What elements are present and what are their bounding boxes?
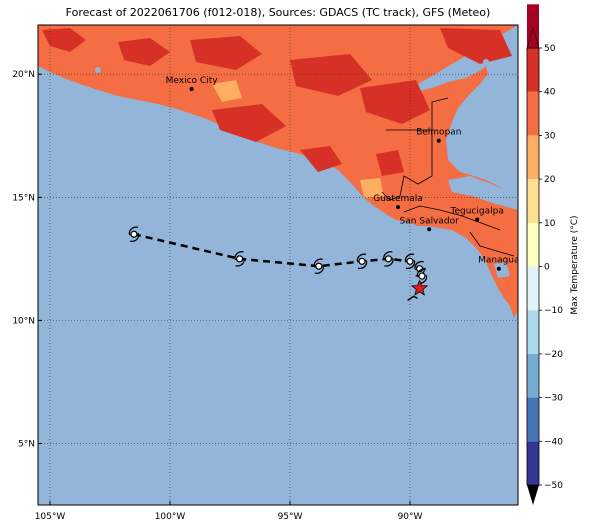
colorbar-tick-label: 40 <box>544 88 556 98</box>
heat-patch <box>290 54 372 96</box>
lake <box>95 67 101 73</box>
city-dot <box>396 205 400 210</box>
colorbar-tick-label: 20 <box>544 175 556 185</box>
colorbar: 50 40 30 20 10 0 −10 −20 −30 −40 −50 <box>526 4 563 505</box>
city-label: San Salvador <box>400 216 460 226</box>
lake <box>483 59 489 65</box>
heat-patch <box>42 28 86 52</box>
axis-ticks: 105°W 100°W 95°W 90°W 20°N 15°N 10°N 5°N <box>12 70 422 522</box>
heat-patch <box>300 146 342 172</box>
city-dot <box>427 227 432 232</box>
city-label: Guatemala <box>373 194 423 204</box>
colorbar-segment <box>527 441 539 486</box>
city-label: Belmopan <box>416 128 461 138</box>
cyclone-symbol-icon <box>234 251 245 267</box>
current-position-star-icon <box>410 279 429 296</box>
lat-tick-label: 5°N <box>18 439 35 449</box>
heat-patch <box>360 178 384 198</box>
lon-tick-label: 105°W <box>35 512 66 522</box>
caribbean-water <box>448 176 518 210</box>
track-hook <box>407 295 418 302</box>
city-dot <box>189 87 194 91</box>
colorbar-tick-label: 0 <box>544 263 550 273</box>
heat-patch <box>376 150 404 176</box>
cyclone-symbol-icon <box>404 253 416 270</box>
storm-track <box>128 226 429 302</box>
city-label: Tegucigalpa <box>450 206 504 216</box>
heat-patch <box>190 36 262 70</box>
heat-patch <box>118 38 170 66</box>
lon-tick-label: 90°W <box>398 512 423 522</box>
city-label: Managua <box>478 256 519 266</box>
colorbar-segment <box>527 266 539 311</box>
city-dot <box>475 217 480 222</box>
border-nicaragua <box>469 231 515 257</box>
colorbar-tick-label: 30 <box>544 131 556 141</box>
lat-tick-label: 10°N <box>12 316 35 326</box>
colorbar-segment <box>527 222 539 267</box>
colorbar-tick-label: −20 <box>544 350 563 360</box>
colorbar-segment <box>527 310 539 354</box>
colorbar-tick-label: 10 <box>544 219 556 229</box>
cyclone-symbol-icon <box>356 253 368 270</box>
lon-tick-label: 100°W <box>155 512 186 522</box>
colorbar-segment <box>527 91 539 136</box>
colorbar-tick-label: −40 <box>544 437 563 447</box>
graticule <box>38 25 518 505</box>
city-dot <box>496 266 501 271</box>
colorbar-tick-label: −30 <box>544 394 563 404</box>
colorbar-label: Max Temperature (°C) <box>570 215 580 314</box>
heat-patch <box>212 104 286 142</box>
colorbar-segment <box>527 397 539 442</box>
border-salvador-honduras <box>403 205 501 231</box>
lat-tick-label: 20°N <box>12 70 35 80</box>
colorbar-segment <box>527 179 539 223</box>
colorbar-segment <box>527 48 539 92</box>
map-frame <box>37 24 519 506</box>
map-area <box>37 24 519 506</box>
city-label: Mexico City <box>166 76 219 86</box>
border-belize <box>431 97 449 130</box>
colorbar-min-arrow <box>527 485 539 505</box>
heat-patch <box>440 28 512 64</box>
city-dot <box>436 138 441 143</box>
colorbar-tick-label: 50 <box>544 44 556 54</box>
colorbar-segment <box>527 135 539 180</box>
heat-patch <box>212 80 242 102</box>
colorbar-tick-label: −10 <box>544 306 563 316</box>
city-markers: Mexico City Belmopan Guatemala TegucigalpaS… <box>166 76 519 271</box>
lat-tick-label: 15°N <box>12 193 35 203</box>
lake-nicaragua <box>494 262 510 278</box>
colorbar-tick-label: −50 <box>544 481 563 491</box>
cyclone-symbol-icon <box>313 258 325 274</box>
cyclone-symbol-icon <box>383 251 394 267</box>
border-guatemala-belize <box>381 129 433 201</box>
heat-patch <box>360 80 430 124</box>
lon-tick-label: 95°W <box>278 512 303 522</box>
cyclone-symbol-icon <box>128 226 140 242</box>
colorbar-segment <box>527 353 539 398</box>
map-title: Forecast of 2022061706 (f012-018), Sourc… <box>65 6 491 19</box>
